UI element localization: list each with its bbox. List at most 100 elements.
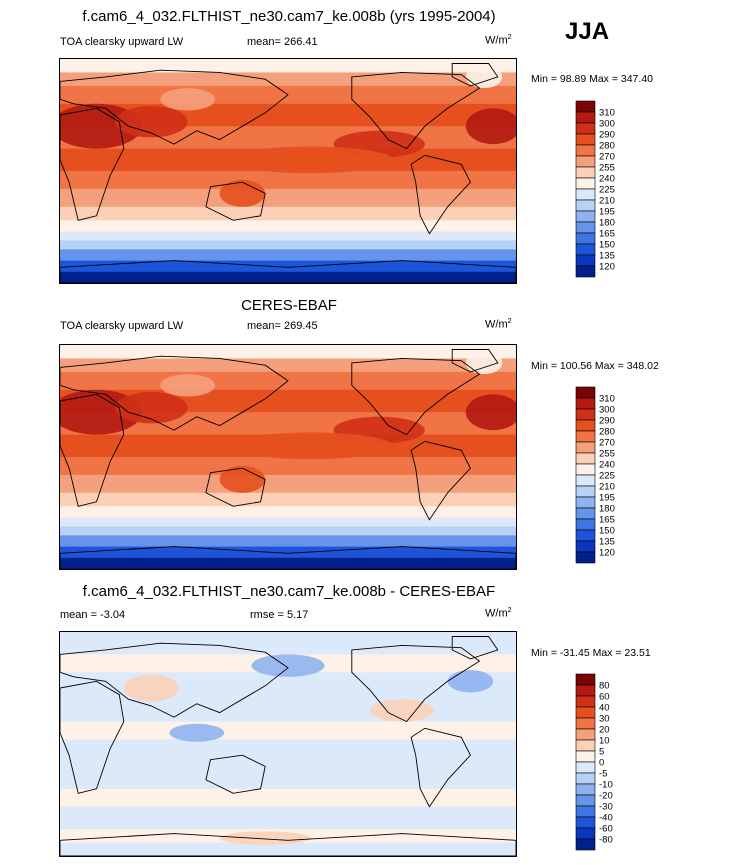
panel-3-colorbar-swatch (575, 717, 596, 730)
panel-3-coastline (451, 636, 499, 660)
panel-1-field-feature (465, 65, 503, 89)
panel-3-rmse: rmse = 5.17 (250, 609, 309, 621)
panel-2-field-feature (465, 394, 516, 431)
panel-3-units-exp: 2 (507, 607, 512, 614)
panel-2-colorbar-tick-label: 195 (599, 493, 615, 504)
panel-2-coastline (205, 467, 266, 507)
panel-2-variable-label: TOA clearsky upward LW (60, 320, 184, 332)
panel-1-map-svg (60, 59, 516, 283)
panel-1-colorbar-tick-label: 120 (599, 262, 615, 273)
panel-1-colorbar-swatch (575, 210, 596, 223)
panel-2-colorbar-swatch (575, 463, 596, 476)
panel-3-colorbar-tick-label: 20 (599, 725, 610, 736)
panel-3-map-svg (60, 632, 516, 856)
panel-3-field-band (60, 766, 516, 790)
panel-1-colorbar-tick-label: 300 (599, 119, 615, 130)
panel-1-variable-label: TOA clearsky upward LW (60, 36, 184, 48)
panel-1-colorbar-swatch (575, 188, 596, 201)
panel-1-coastline (60, 107, 125, 221)
panel-2-map (59, 344, 517, 570)
panel-2-field-feature (219, 465, 266, 493)
panel-2-coastline (60, 546, 516, 569)
panel-2-units: W/m2 (485, 318, 512, 331)
panel-3-field-feature (447, 670, 494, 693)
panel-1-colorbar-tick-label: 135 (599, 251, 615, 262)
panel-3-mean: mean = -3.04 (60, 609, 126, 621)
panel-3-colorbar-swatch (575, 827, 596, 840)
panel-1-colorbar-tick-label: 195 (599, 207, 615, 218)
panel-1-coastline (451, 63, 499, 87)
panel-1-colorbar-tick-label: 255 (599, 163, 615, 174)
panel-3-colorbar-tick-label: -80 (599, 835, 613, 846)
panel-2-mean: mean= 269.45 (247, 320, 318, 332)
panel-3-colorbar-swatch (575, 673, 596, 686)
panel-2-colorbar-swatch (575, 551, 596, 564)
panel-3-coastline (351, 644, 481, 723)
panel-3-colorbar-swatch (575, 706, 596, 719)
panel-2-colorbar-swatch (575, 496, 596, 509)
panel-2-colorbar-tick-label: 225 (599, 471, 615, 482)
panel-2-colorbar-svg: 3103002902802702552402252101951801651501… (575, 386, 615, 564)
panel-3-field-band (60, 699, 516, 723)
panel-3-coastline (410, 727, 471, 808)
panel-2-coastline (351, 357, 481, 436)
panel-1-field-band (60, 206, 516, 221)
panel-2-colorbar-swatch (575, 441, 596, 454)
panel-1-colorbar-tick-label: 270 (599, 152, 615, 163)
panel-3-colorbar-swatch (575, 695, 596, 708)
panel-1-field-band (60, 220, 516, 232)
panel-2-colorbar-tick-label: 310 (599, 394, 615, 405)
panel-3-field-band (60, 739, 516, 767)
panel-3-colorbar-swatch (575, 772, 596, 785)
panel-1-colorbar-tick-label: 310 (599, 108, 615, 119)
panel-3-colorbar-tick-label: -30 (599, 802, 613, 813)
panel-1-units-exp: 2 (507, 34, 512, 41)
panel-1-colorbar-swatch (575, 111, 596, 124)
panel-1-colorbar-tick-label: 290 (599, 130, 615, 141)
panel-2-field-band (60, 535, 516, 548)
season-label: JJA (565, 18, 610, 45)
panel-2-field-feature (160, 374, 216, 397)
panel-3-colorbar-tick-label: 10 (599, 736, 610, 747)
panel-1-field-band (60, 59, 516, 73)
panel-1-mean: mean= 266.41 (247, 36, 318, 48)
panel-3-colorbar-tick-label: 5 (599, 747, 604, 758)
panel-2-colorbar-swatch (575, 397, 596, 410)
panel-1-colorbar-tick-label: 180 (599, 218, 615, 229)
panel-2-coastline (60, 355, 289, 431)
panel-1-colorbar-swatch (575, 122, 596, 135)
panel-3-colorbar-swatch (575, 816, 596, 829)
panel-2-coastline (410, 440, 471, 521)
panel-1-units: W/m2 (485, 34, 512, 47)
panel-3-colorbar-tick-label: -40 (599, 813, 613, 824)
panel-3-map (59, 631, 517, 857)
panel-3-colorbar-swatch (575, 739, 596, 752)
panel-2-field-band (60, 546, 516, 559)
panel-1-field-feature (114, 106, 188, 138)
panel-1-field-feature (160, 88, 216, 111)
panel-3-coastline (60, 680, 125, 794)
panel-2-field-feature (114, 392, 188, 424)
panel-2-field-band (60, 474, 516, 494)
panel-2-colorbar: 310 300 290 280 270 255 240 225 210 195 180 165 150 1… (575, 386, 615, 564)
panel-3-units-base: W/m (485, 607, 508, 620)
panel-2-field-band (60, 345, 516, 359)
panel-2-colorbar-tick-label: 210 (599, 482, 615, 493)
panel-3-field-feature (370, 699, 434, 722)
panel-2-colorbar-swatch (575, 474, 596, 487)
panel-2-map-svg (60, 345, 516, 569)
panel-3-colorbar-tick-label: 80 (599, 681, 610, 692)
panel-1-colorbar-swatch (575, 232, 596, 245)
panel-3-colorbar-swatch (575, 684, 596, 697)
panel-2-field-band (60, 358, 516, 373)
panel-2-colorbar-swatch (575, 485, 596, 498)
panel-2-field-feature (465, 351, 503, 375)
panel-1-field-feature (228, 146, 393, 174)
panel-1-colorbar-swatch (575, 265, 596, 278)
panel-3-title: f.cam6_4_032.FLTHIST_ne30.cam7_ke.008b -… (82, 583, 496, 600)
panel-3-colorbar-swatch (575, 750, 596, 763)
panel-3-coastline (205, 754, 266, 794)
panel-3-coastline (60, 833, 516, 856)
panel-2-colorbar-tick-label: 270 (599, 438, 615, 449)
